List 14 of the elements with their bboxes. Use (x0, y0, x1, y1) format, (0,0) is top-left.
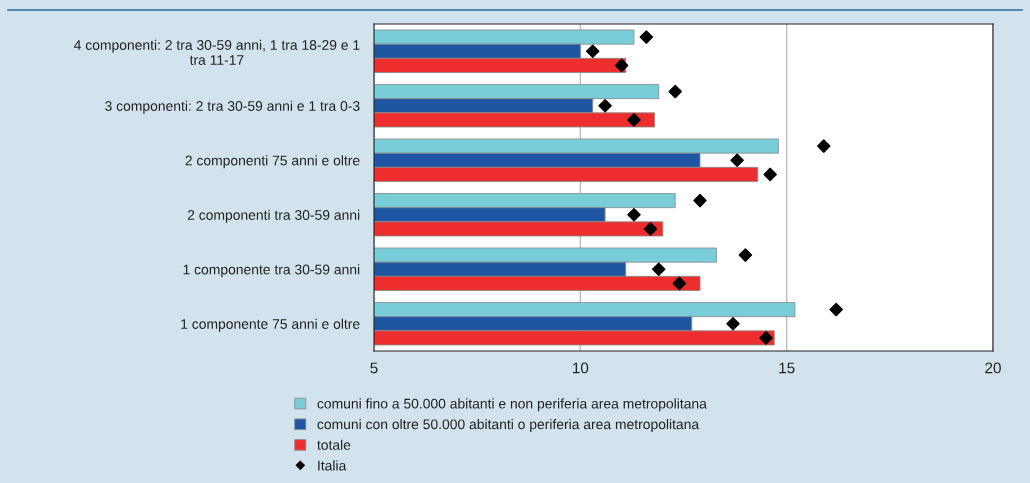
legend-label: totale (317, 439, 351, 450)
y-tick-label: 1 componente 75 anni e oltre (181, 318, 360, 332)
y-tick-label: 1 componente tra 30-59 anni (183, 264, 360, 278)
x-tick-label: 5 (370, 362, 378, 374)
legend-label: Italia (318, 460, 347, 471)
x-tick-label: 10 (573, 362, 589, 374)
legend-label: comuni con oltre 50.000 abitanti o periferia area metropolitana (317, 419, 700, 432)
x-tick-label: 20 (985, 362, 1001, 374)
legend-label: comuni fino a 50.000 abitanti e non periferia area metropolitana (317, 398, 707, 412)
y-tick-label: 2 componenti 75 anni e oltre (185, 155, 360, 169)
y-tick-label: 2 componenti tra 30-59 anni (187, 209, 360, 223)
x-tick-label: 15 (779, 362, 795, 374)
y-tick-label: 4 componenti: 2 tra 30-59 anni, 1 tra 18-29 e 1 tra 11-17 (74, 39, 360, 65)
y-tick-label: 3 componenti: 2 tra 30-59 anni e 1 tra 0-3 (105, 100, 360, 114)
